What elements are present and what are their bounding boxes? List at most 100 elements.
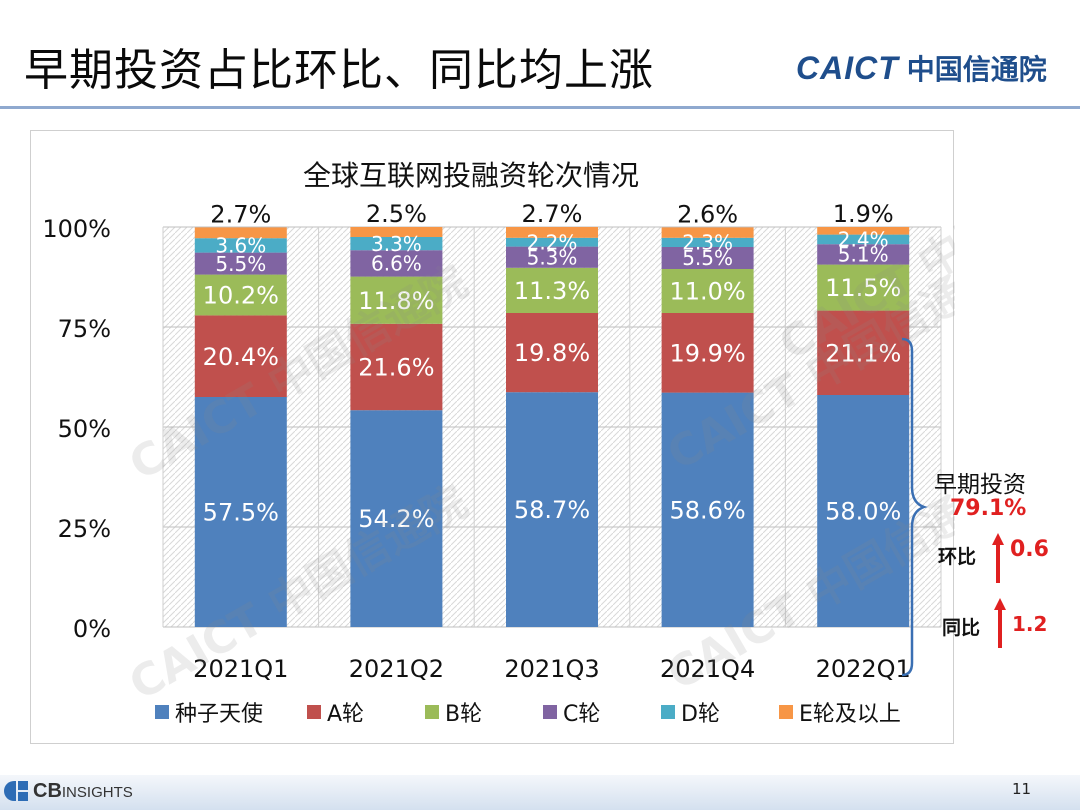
cb-logo-bold: CB (33, 779, 62, 802)
qoq-label: 环比 (938, 546, 977, 568)
bar-segment (194, 238, 287, 253)
page-title: 早期投资占比环比、同比均上涨 (24, 45, 654, 96)
x-tick-label: 2021Q1 (193, 655, 288, 683)
segment-data-label: 6.6% (371, 252, 422, 276)
title-divider (0, 106, 1080, 109)
bar-segment (194, 227, 287, 239)
segment-data-label: 3.3% (371, 232, 422, 256)
segment-data-label: 2.2% (527, 230, 578, 254)
y-tick-label: 50% (58, 415, 111, 443)
top-data-label: 2.7% (210, 200, 271, 228)
bar-segment (350, 237, 443, 251)
x-tick-label: 2021Q4 (660, 655, 755, 683)
legend-entry: D轮 (681, 702, 720, 727)
bar-segment (506, 237, 598, 247)
bar-segment (661, 269, 754, 313)
x-tick-label: 2021Q2 (349, 655, 444, 683)
bar-segment (817, 264, 910, 311)
bar-segment (661, 392, 754, 627)
legend-swatch (307, 705, 321, 719)
segment-data-label: 19.8% (514, 339, 590, 367)
bar-segment (506, 227, 598, 238)
bar-segment (817, 310, 910, 395)
segment-data-label: 58.7% (514, 496, 590, 524)
bar-segment (350, 250, 443, 277)
segment-data-label: 2.3% (682, 231, 733, 255)
y-tick-label: 100% (42, 215, 111, 243)
stacked-bar-chart: 全球互联网投融资轮次情况 57.5%20.4%10.2%5.5%3.6%54.2… (42, 136, 955, 727)
legend-swatch (543, 705, 557, 719)
footer-band (0, 775, 1080, 810)
segment-data-label: 5.3% (527, 245, 578, 269)
bar-segment (817, 395, 910, 627)
bar-segment (817, 244, 910, 265)
bar-segment (350, 323, 443, 411)
yoy-arrow-up-icon (994, 598, 1006, 648)
page-number: 11 (1012, 780, 1032, 798)
segment-data-label: 57.5% (203, 499, 279, 527)
bar-segment (661, 313, 754, 393)
segment-data-label: 2.4% (838, 228, 889, 252)
legend-swatch (425, 705, 439, 719)
segment-data-label: 3.6% (215, 234, 266, 258)
bar-segment (194, 397, 287, 627)
y-tick-label: 0% (73, 615, 111, 643)
yoy-label: 同比 (942, 617, 981, 639)
qoq-arrow-up-icon (992, 533, 1004, 583)
top-data-label: 2.5% (366, 200, 427, 228)
bar-segment (506, 267, 598, 313)
cb-logo-rest: INSIGHTS (61, 783, 133, 801)
segment-data-label: 58.0% (825, 498, 901, 526)
top-data-label: 1.9% (833, 200, 894, 228)
legend-entry: B轮 (445, 702, 482, 727)
chart-frame: 全球互联网投融资轮次情况 57.5% 20.4% 10.2% 5.5% 3.6% 54.2… (30, 130, 955, 744)
bar-segment (506, 392, 598, 627)
cb-insights-logo: CBINSIGHTS (4, 778, 133, 804)
caict-logo: CAICT 中国信通院 (796, 48, 1047, 88)
bar-segment (506, 246, 598, 268)
segment-data-label: 21.1% (825, 339, 901, 367)
bar-segment (661, 227, 754, 238)
legend-entry: 种子天使 (175, 702, 263, 727)
qoq-value: 0.6 (1010, 537, 1049, 562)
x-tick-label: 2021Q3 (504, 655, 599, 683)
segment-data-label: 21.6% (358, 354, 434, 382)
segment-data-label: 5.5% (215, 252, 266, 276)
segment-data-label: 54.2% (358, 505, 434, 533)
bar-segment (661, 237, 754, 247)
segment-data-label: 19.9% (669, 339, 745, 367)
segment-data-label: 10.2% (203, 282, 279, 310)
legend-entry: E轮及以上 (799, 702, 901, 727)
bar-segment (506, 313, 598, 393)
segment-data-label: 11.8% (358, 287, 434, 315)
bar-segment (817, 234, 910, 245)
legend-swatch (779, 705, 793, 719)
legend-entry: C轮 (563, 702, 600, 727)
bar-segment (194, 274, 287, 316)
bar-segment (817, 227, 910, 235)
bar-segment (350, 410, 443, 627)
segment-data-label: 20.4% (203, 343, 279, 371)
segment-data-label: 11.5% (825, 274, 901, 302)
y-tick-label: 25% (58, 515, 111, 543)
logo-en-text: CAICT (796, 49, 899, 86)
bar-segment (350, 276, 443, 324)
chart-title: 全球互联网投融资轮次情况 (303, 159, 639, 192)
y-tick-label: 75% (58, 315, 111, 343)
cb-insights-mark-icon (4, 778, 30, 804)
legend-swatch (155, 705, 169, 719)
legend-entry: A轮 (327, 702, 364, 727)
segment-data-label: 5.5% (682, 246, 733, 270)
logo-cn-text: 中国信通院 (906, 53, 1047, 86)
bar-segment (194, 252, 287, 275)
segment-data-label: 11.3% (514, 277, 590, 305)
legend-swatch (661, 705, 675, 719)
segment-data-label: 5.1% (838, 243, 889, 267)
bar-segment (661, 247, 754, 269)
segment-data-label: 58.6% (669, 496, 745, 524)
top-data-label: 2.7% (522, 200, 583, 228)
yoy-value: 1.2 (1012, 612, 1048, 636)
bar-segment (350, 227, 443, 237)
early-stage-value: 79.1% (950, 496, 1027, 521)
segment-data-label: 11.0% (669, 278, 745, 306)
